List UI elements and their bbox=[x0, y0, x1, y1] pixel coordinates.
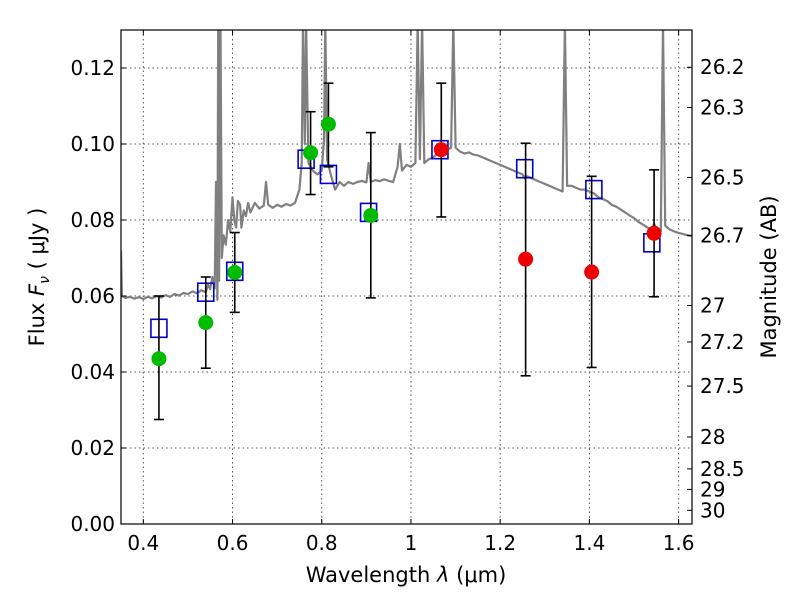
y-axis-label: Flux Fν ( μJy ) bbox=[25, 208, 53, 347]
green-flux-point bbox=[363, 207, 379, 223]
x-tick-label: 0.6 bbox=[217, 531, 249, 555]
red-flux-point bbox=[584, 264, 600, 280]
green-flux-point bbox=[303, 145, 319, 161]
green-flux-point bbox=[151, 351, 167, 367]
red-flux-point bbox=[646, 225, 662, 241]
y-tick-label: 0.06 bbox=[70, 284, 115, 308]
magnitude-tick-label: 26.2 bbox=[700, 55, 745, 79]
green-flux-point bbox=[320, 116, 336, 132]
magnitude-tick-label: 26.7 bbox=[700, 224, 745, 248]
magnitude-tick-label: 28 bbox=[700, 425, 725, 449]
x-tick-label: 0.8 bbox=[306, 531, 338, 555]
y-tick-label: 0.04 bbox=[70, 360, 115, 384]
axes: 0.4 0.6 0.8 1 1.2 1.4 1.6 0.00 0.02 0.04 0.06 0.08 0… bbox=[70, 30, 745, 555]
magnitude-tick-label: 26.5 bbox=[700, 165, 745, 189]
y-tick-label: 0.10 bbox=[70, 132, 115, 156]
green-flux-point bbox=[198, 315, 214, 331]
y-tick-label: 0.12 bbox=[70, 56, 115, 80]
series-area bbox=[121, 30, 692, 421]
magnitude-tick-label: 26.3 bbox=[700, 96, 745, 120]
plot-frame bbox=[120, 29, 693, 525]
magnitude-tick-label: 27 bbox=[700, 294, 725, 318]
model-flux-box bbox=[585, 179, 603, 200]
x-tick-label: 1.2 bbox=[484, 531, 516, 555]
x-axis-label: Wavelength λ (μm) bbox=[306, 563, 507, 587]
magnitude-tick-label: 29 bbox=[700, 477, 725, 501]
red-flux-point bbox=[518, 251, 534, 267]
y-tick-label: 0.02 bbox=[70, 436, 115, 460]
x-tick-label: 1.6 bbox=[663, 531, 695, 555]
model-flux-box bbox=[515, 158, 534, 179]
x-tick-label: 1 bbox=[405, 531, 418, 555]
magnitude-tick-label: 28.5 bbox=[700, 457, 745, 481]
y-tick-label: 0.08 bbox=[70, 208, 115, 232]
red-flux-point bbox=[433, 142, 449, 158]
magnitude-tick-label: 27.5 bbox=[700, 374, 745, 398]
x-tick-label: 0.4 bbox=[127, 531, 159, 555]
magnitude-tick-label: 30 bbox=[700, 498, 725, 522]
y-tick-label: 0.00 bbox=[70, 512, 115, 536]
x-tick-label: 1.4 bbox=[573, 531, 605, 555]
y2-axis-label: Magnitude (AB) bbox=[757, 195, 781, 358]
magnitude-tick-label: 27.2 bbox=[700, 330, 745, 354]
template-spectrum-line bbox=[121, 30, 692, 301]
green-flux-point bbox=[227, 264, 243, 280]
